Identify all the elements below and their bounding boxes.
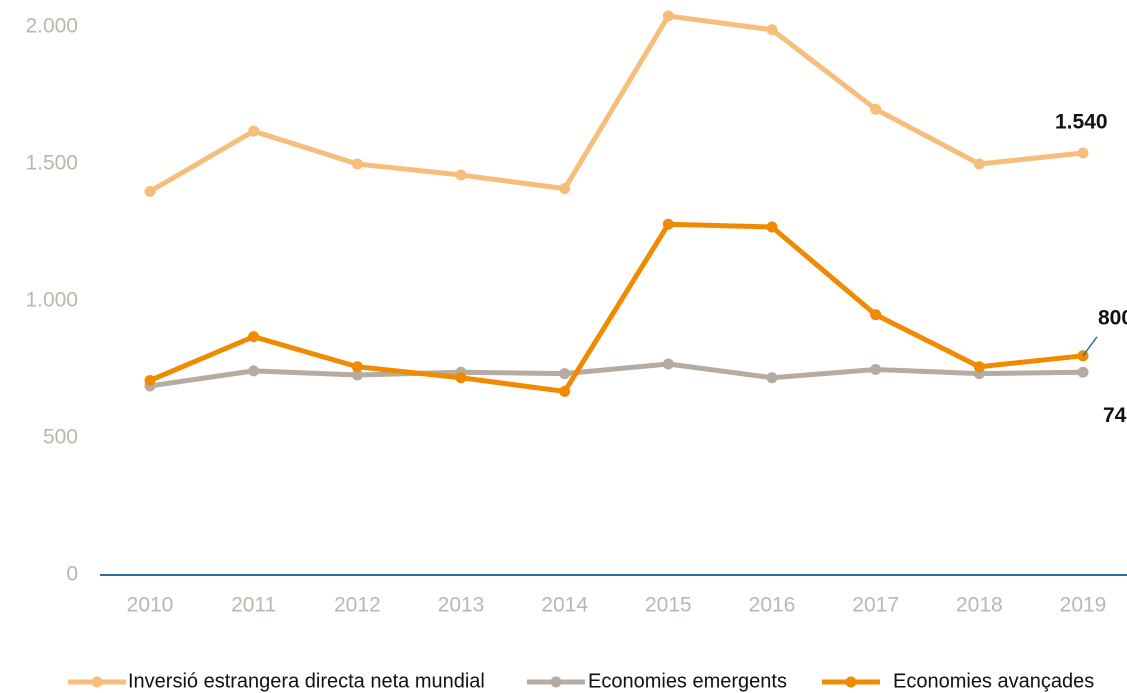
series-line xyxy=(148,13,1084,194)
legend-label: Economies avançades xyxy=(893,670,1094,692)
x-tick-label: 2014 xyxy=(541,594,588,617)
x-tick-label: 2013 xyxy=(438,594,485,617)
x-tick-label: 2019 xyxy=(1060,594,1107,617)
series-line xyxy=(149,221,1084,394)
y-tick-label: 1.500 xyxy=(25,152,78,175)
value-label: 1.540 xyxy=(1055,111,1108,134)
point xyxy=(662,218,674,230)
point xyxy=(144,185,156,197)
point xyxy=(870,364,882,375)
value-label: 740 xyxy=(1103,404,1127,427)
legend-label: Economies emergents xyxy=(588,670,787,692)
legend-dot xyxy=(845,676,857,688)
point xyxy=(870,103,882,115)
point xyxy=(766,24,778,36)
point xyxy=(559,368,571,380)
point xyxy=(1077,147,1089,159)
point xyxy=(248,365,260,377)
point xyxy=(248,125,260,137)
legend-dot xyxy=(91,676,103,688)
legend-dot xyxy=(550,676,562,688)
point xyxy=(1077,366,1089,378)
x-tick-label: 2010 xyxy=(127,594,174,617)
x-tick-label: 2017 xyxy=(852,594,899,617)
point xyxy=(766,372,778,384)
point xyxy=(870,309,882,321)
point xyxy=(351,361,363,373)
x-tick-label: 2011 xyxy=(231,594,276,617)
point xyxy=(559,183,571,195)
y-tick-label: 0 xyxy=(66,563,78,586)
leader-line xyxy=(1082,336,1098,357)
point xyxy=(766,221,778,233)
point xyxy=(662,358,674,370)
point xyxy=(559,385,571,397)
point xyxy=(662,10,674,22)
point xyxy=(248,331,260,343)
x-tick-label: 2012 xyxy=(334,594,381,617)
point xyxy=(973,158,985,170)
point xyxy=(144,374,156,386)
legend-label: Inversió estrangera directa neta mundial xyxy=(128,670,485,692)
point xyxy=(455,372,467,384)
point xyxy=(351,158,363,170)
x-tick-label: 2018 xyxy=(956,594,1003,617)
series-line xyxy=(149,361,1084,389)
y-tick-label: 500 xyxy=(43,426,78,449)
value-label: 800 xyxy=(1098,306,1127,329)
y-tick-label: 1.000 xyxy=(25,289,78,312)
x-tick-label: 2016 xyxy=(749,594,796,617)
point xyxy=(973,361,985,373)
point xyxy=(351,369,363,381)
x-tick-label: 2015 xyxy=(645,594,692,617)
point xyxy=(455,169,467,181)
y-tick-label: 2.000 xyxy=(25,15,78,38)
